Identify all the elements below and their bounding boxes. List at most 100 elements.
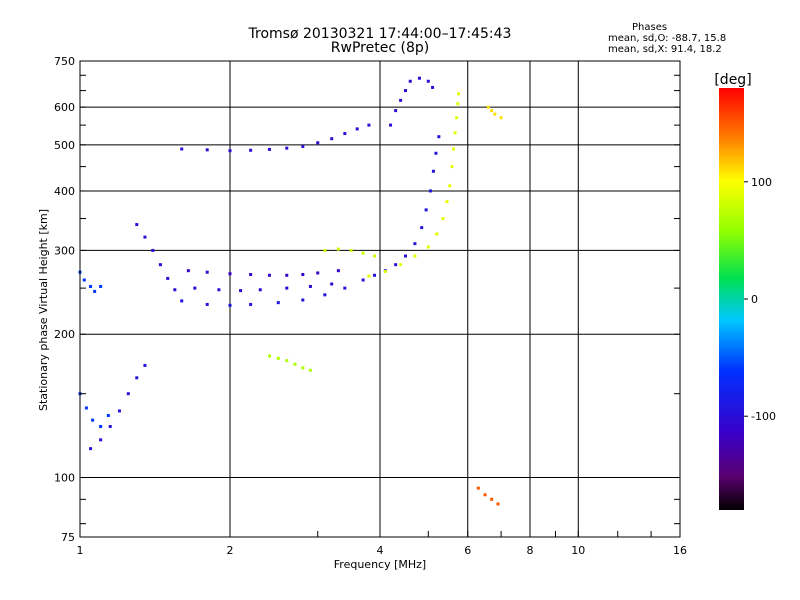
data-point bbox=[373, 254, 377, 258]
data-point bbox=[173, 288, 177, 292]
data-point bbox=[496, 502, 500, 506]
data-point bbox=[186, 269, 190, 273]
colorbar-tick-label: 0 bbox=[751, 293, 758, 306]
data-point bbox=[276, 356, 280, 360]
data-point bbox=[361, 278, 365, 282]
data-point bbox=[399, 263, 403, 267]
x-axis-ticks: 1 2 4 6 8 10 16 bbox=[77, 531, 687, 557]
data-point bbox=[408, 79, 412, 83]
colorbar-scale bbox=[719, 88, 744, 510]
data-point bbox=[450, 165, 454, 169]
data-point bbox=[143, 363, 147, 367]
data-point bbox=[301, 366, 305, 370]
data-point bbox=[336, 269, 340, 273]
data-point bbox=[308, 368, 312, 372]
data-point bbox=[486, 105, 490, 109]
x-tick-label: 2 bbox=[227, 544, 234, 557]
data-point bbox=[126, 392, 130, 396]
data-point bbox=[217, 288, 221, 292]
x-tick-label: 6 bbox=[464, 544, 471, 557]
data-point bbox=[285, 273, 289, 277]
data-point bbox=[394, 263, 398, 267]
chart-title: Tromsø 20130321 17:44:00–17:45:43 bbox=[248, 26, 512, 42]
data-point bbox=[383, 269, 387, 273]
data-point bbox=[301, 273, 305, 277]
data-point bbox=[428, 189, 432, 193]
data-point bbox=[355, 127, 359, 131]
data-point bbox=[193, 286, 197, 290]
data-point bbox=[424, 208, 428, 212]
data-point bbox=[99, 424, 103, 428]
data-point bbox=[205, 270, 209, 274]
data-point bbox=[267, 273, 271, 277]
x-tick-label: 4 bbox=[377, 544, 384, 557]
data-point bbox=[441, 217, 445, 221]
data-point bbox=[249, 273, 253, 277]
x-axis-label: Frequency [MHz] bbox=[334, 558, 426, 571]
data-point bbox=[403, 254, 407, 258]
data-point bbox=[99, 284, 103, 288]
data-point bbox=[249, 148, 253, 152]
data-point bbox=[108, 424, 112, 428]
data-point bbox=[143, 235, 147, 239]
data-point bbox=[228, 272, 232, 276]
data-point bbox=[403, 89, 407, 93]
data-point bbox=[180, 299, 184, 303]
data-point bbox=[413, 242, 417, 246]
data-point bbox=[343, 132, 347, 136]
data-point bbox=[457, 92, 461, 96]
data-point bbox=[367, 123, 371, 127]
phase-stats-heading: Phases bbox=[632, 22, 668, 33]
data-point bbox=[316, 141, 320, 145]
y-tick-label: 500 bbox=[54, 139, 75, 152]
grid-lines bbox=[80, 61, 680, 537]
colorbar-tick-label: 100 bbox=[751, 176, 772, 189]
data-point bbox=[445, 200, 449, 204]
x-tick-label: 8 bbox=[527, 544, 534, 557]
x-tick-label: 10 bbox=[571, 544, 585, 557]
data-point bbox=[323, 248, 327, 252]
data-point bbox=[205, 148, 209, 152]
data-point bbox=[301, 298, 305, 302]
data-point bbox=[349, 248, 353, 252]
data-point bbox=[389, 123, 393, 127]
data-point bbox=[228, 149, 232, 153]
data-point bbox=[373, 273, 377, 277]
data-point bbox=[435, 232, 439, 236]
data-point bbox=[135, 223, 139, 227]
colorbar-label: [deg] bbox=[714, 72, 751, 88]
x-tick-label: 16 bbox=[673, 544, 687, 557]
data-point bbox=[413, 254, 417, 258]
data-point bbox=[367, 274, 371, 278]
colorbar bbox=[719, 88, 744, 510]
data-point bbox=[420, 226, 424, 230]
data-point bbox=[308, 284, 312, 288]
y-tick-label: 750 bbox=[54, 55, 75, 68]
data-point bbox=[239, 289, 243, 293]
data-point bbox=[267, 354, 271, 358]
phase-stats-x: mean, sd,X: 91.4, 18.2 bbox=[608, 44, 722, 55]
data-point bbox=[205, 302, 209, 306]
data-point bbox=[285, 146, 289, 150]
y-tick-label: 75 bbox=[61, 531, 75, 544]
data-point bbox=[453, 131, 457, 135]
data-point bbox=[431, 169, 435, 173]
data-point bbox=[301, 144, 305, 148]
data-point bbox=[361, 251, 365, 255]
data-point bbox=[399, 98, 403, 102]
y-axis-ticks: 75 100 200 300 400 500 600 750 bbox=[54, 55, 680, 544]
data-point bbox=[483, 493, 487, 497]
data-point bbox=[426, 245, 430, 249]
data-point bbox=[117, 409, 121, 413]
x-tick-label: 1 bbox=[77, 544, 84, 557]
data-point bbox=[336, 247, 340, 251]
data-point bbox=[434, 151, 438, 155]
chart-subtitle: RwPretec (8p) bbox=[330, 40, 430, 56]
data-point bbox=[84, 406, 88, 410]
data-point bbox=[228, 303, 232, 307]
data-point bbox=[330, 137, 334, 141]
data-point bbox=[476, 486, 480, 490]
data-point bbox=[285, 359, 289, 363]
data-point bbox=[448, 184, 452, 188]
y-tick-label: 300 bbox=[54, 244, 75, 257]
